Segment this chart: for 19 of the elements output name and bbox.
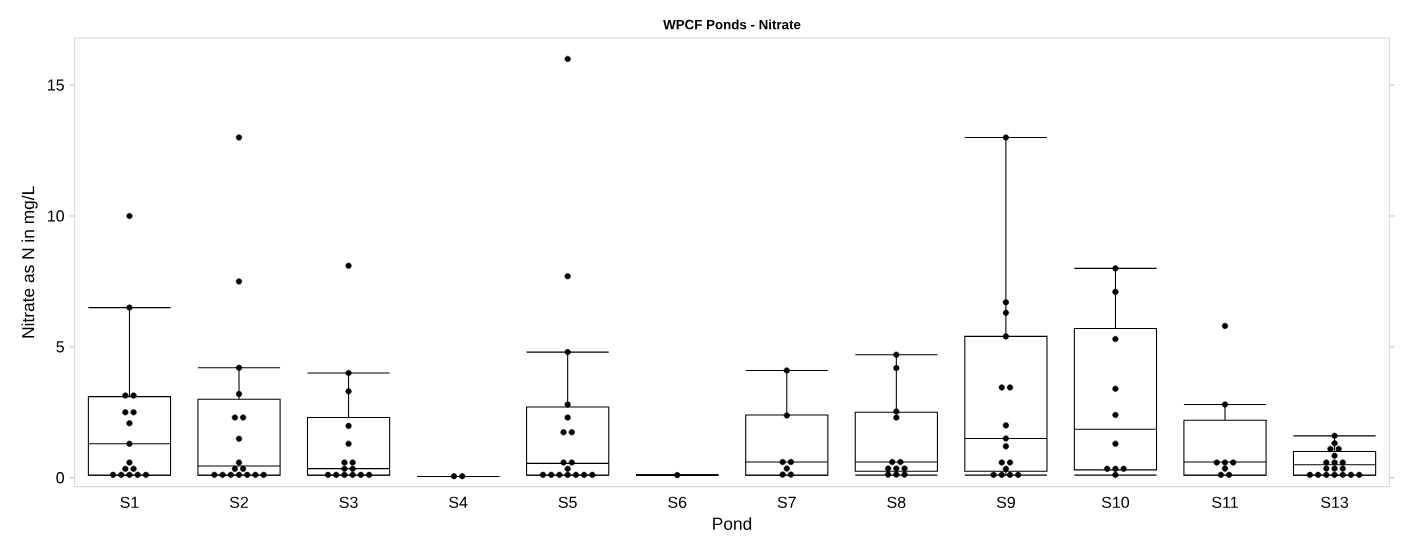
y-tick-label: 0 [56,472,65,484]
x-tick-label: S5 [558,496,577,509]
x-tick-label: S3 [339,496,358,509]
x-tick-label: S7 [777,496,796,509]
x-tick-label: S9 [996,496,1015,509]
x-tick-label: S4 [449,496,468,509]
y-axis-title: Nitrate as N in mg/L [21,186,38,338]
x-tick-label: S2 [229,496,248,509]
x-tick-label: S13 [1321,496,1349,509]
y-tick-label: 5 [56,341,64,353]
x-tick-label: S8 [887,496,906,509]
x-tick-label: S1 [120,496,139,509]
x-tick-label: S11 [1212,496,1238,509]
chart-title: WPCF Ponds - Nitrate [663,19,801,30]
y-tick-label: 10 [48,210,65,222]
y-tick-label: 15 [48,79,64,91]
x-tick-label: S6 [668,496,687,509]
x-tick-label: S10 [1101,496,1130,509]
x-axis-title: Pond [713,517,752,530]
